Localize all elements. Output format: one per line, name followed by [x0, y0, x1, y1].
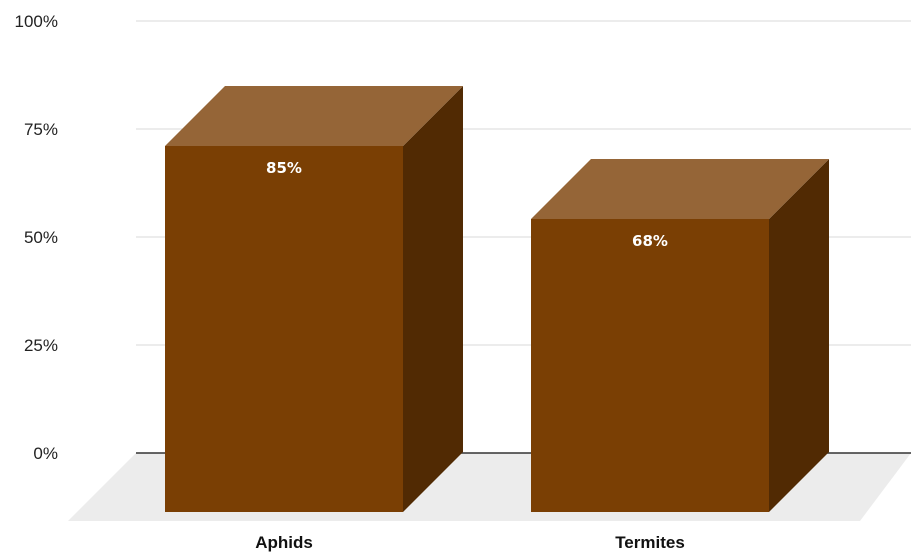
- bar-top-face: [531, 159, 829, 219]
- y-tick-label: 50%: [24, 228, 58, 247]
- category-labels: Aphids Termites: [255, 533, 685, 552]
- bar-side-face: [769, 159, 829, 512]
- bars: 85% 68%: [165, 86, 829, 512]
- data-label: 68%: [632, 232, 668, 250]
- data-label: 85%: [266, 159, 302, 177]
- bar-top-face: [165, 86, 463, 146]
- bar-termites: 68%: [531, 159, 829, 512]
- category-label: Aphids: [255, 533, 313, 552]
- y-tick-label: 75%: [24, 120, 58, 139]
- y-tick-label: 100%: [15, 12, 58, 31]
- y-tick-label: 25%: [24, 336, 58, 355]
- y-axis-ticks: 0% 25% 50% 75% 100%: [15, 12, 58, 463]
- category-label: Termites: [615, 533, 685, 552]
- bar-front-face: [165, 146, 403, 512]
- y-tick-label: 0%: [33, 444, 58, 463]
- bar-side-face: [403, 86, 463, 512]
- bar-aphids: 85%: [165, 86, 463, 512]
- bar-front-face: [531, 219, 769, 512]
